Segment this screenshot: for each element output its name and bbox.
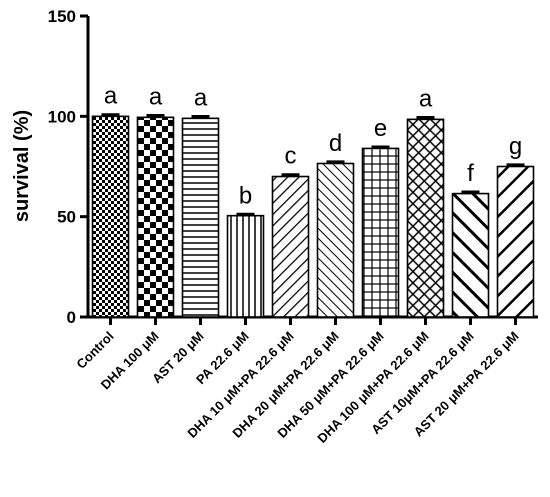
bar-10 xyxy=(496,165,535,318)
y-axis-label: survival (%) xyxy=(11,110,33,222)
bar-1 xyxy=(91,115,130,318)
x-axis xyxy=(87,315,538,325)
significance-label-2: a xyxy=(149,84,163,111)
bar-2 xyxy=(136,116,175,318)
significance-label-6: d xyxy=(329,130,342,157)
y-tick-label: 0 xyxy=(67,308,76,327)
bar-9 xyxy=(451,192,490,318)
bars: a a a b c d e a f g xyxy=(91,83,535,318)
y-axis: 0 50 100 150 xyxy=(48,7,90,327)
significance-label-10: g xyxy=(509,133,522,160)
significance-label-9: f xyxy=(467,160,474,187)
significance-label-8: a xyxy=(419,86,433,113)
category-label-1: Control xyxy=(73,329,116,372)
significance-label-4: b xyxy=(239,182,252,209)
bar-7 xyxy=(361,147,400,318)
bar-4 xyxy=(226,214,265,318)
significance-label-3: a xyxy=(194,85,208,112)
bar-3 xyxy=(181,117,220,318)
y-tick-label: 100 xyxy=(48,107,76,126)
bar-6 xyxy=(316,162,355,318)
y-tick-label: 150 xyxy=(48,7,76,26)
significance-label-1: a xyxy=(104,83,118,110)
significance-label-5: c xyxy=(285,143,297,170)
bar-5 xyxy=(271,175,310,318)
bar-8 xyxy=(406,118,445,318)
y-tick-label: 50 xyxy=(57,208,76,227)
significance-label-7: e xyxy=(374,115,387,142)
